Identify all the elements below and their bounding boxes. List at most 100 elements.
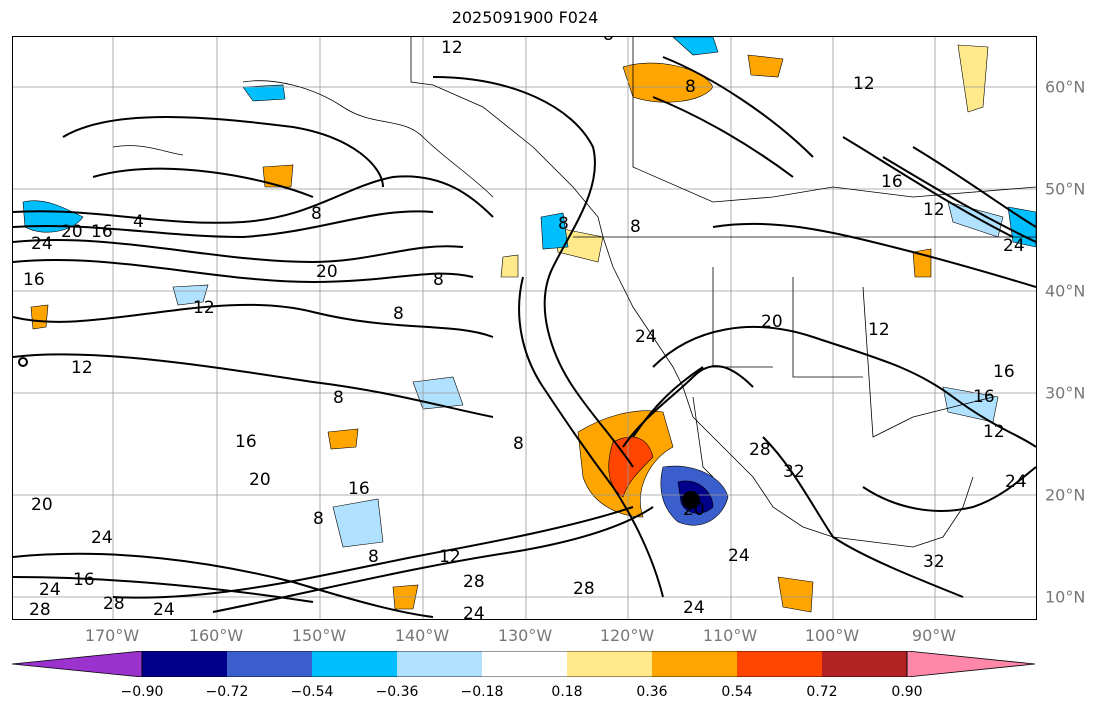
colorbar-segment xyxy=(906,651,1036,677)
colorbar-segment xyxy=(312,651,397,677)
shaded-region-positive xyxy=(327,428,359,450)
contour-label: 28 xyxy=(463,572,485,592)
contour-label: 24 xyxy=(153,600,175,619)
colorbar-segment xyxy=(822,651,907,677)
shaded-region-positive xyxy=(500,254,519,278)
colorbar-tick-label: 0.72 xyxy=(806,684,838,700)
contour-label: 28 xyxy=(573,579,595,599)
graticule xyxy=(13,37,1036,619)
shaded-region-positive xyxy=(747,54,784,78)
contour-label: 28 xyxy=(749,440,771,460)
contour-label: 8 xyxy=(603,37,614,45)
contour-label: 24 xyxy=(1005,472,1027,492)
contour-label: 16 xyxy=(348,479,370,499)
contour-label: 8 xyxy=(368,547,379,567)
contour-label: 8 xyxy=(333,388,344,408)
shaded-region-positive xyxy=(262,164,294,188)
contour-label: 28 xyxy=(29,600,51,619)
lat-label: 60°N xyxy=(1045,77,1086,97)
contour-label: 16 xyxy=(235,432,257,452)
contour-label: 24 xyxy=(39,580,61,600)
contour-label: 24 xyxy=(91,528,113,548)
contour-label: 8 xyxy=(558,214,569,234)
contours xyxy=(13,56,1036,618)
contour-label: 12 xyxy=(441,38,463,58)
lat-label: 20°N xyxy=(1045,485,1086,505)
contour-label: 32 xyxy=(923,552,945,572)
colorbar-tick-label: −0.36 xyxy=(375,684,419,700)
colorbar-segment xyxy=(482,651,567,677)
contour-labels: 12 8 12 8 4 16 20 24 20 16 8 12 8 8 12 8… xyxy=(23,37,1027,619)
contour-label: 12 xyxy=(983,422,1005,442)
colorbar-segment xyxy=(652,651,737,677)
contour-label: 12 xyxy=(868,320,890,340)
colorbar-tick-label: 0.18 xyxy=(551,684,583,700)
lat-label: 40°N xyxy=(1045,281,1086,301)
contour-label: 4 xyxy=(133,212,144,232)
shaded-region-positive xyxy=(957,44,989,113)
storm-center-marker xyxy=(682,491,700,509)
shaded-region-negative xyxy=(947,201,1004,238)
contour-label: 8 xyxy=(513,434,524,454)
contour-label: 8 xyxy=(313,509,324,529)
contour-label: 24 xyxy=(728,546,750,566)
contour-label: 20 xyxy=(316,262,338,282)
contour-label: 12 xyxy=(853,74,875,94)
contour-label: 12 xyxy=(439,547,461,567)
shaded-region-negative xyxy=(242,84,286,102)
contour-label: 24 xyxy=(635,327,657,347)
contour-label: 32 xyxy=(783,462,805,482)
contour-label: 20 xyxy=(61,222,83,242)
contour-label: 16 xyxy=(91,222,113,242)
colorbar-tick-label: −0.18 xyxy=(460,684,504,700)
contour-label: 8 xyxy=(433,270,444,290)
lon-label: 120°W xyxy=(599,626,655,645)
lon-label: 110°W xyxy=(702,626,758,645)
contour-label: 8 xyxy=(685,77,696,97)
shaded-region-negative xyxy=(540,212,569,250)
contour-label: 16 xyxy=(73,570,95,590)
contour-label: 12 xyxy=(193,298,215,318)
shaded-region-positive xyxy=(30,304,49,330)
contour-label: 24 xyxy=(683,598,705,618)
colorbar-segment xyxy=(567,651,652,677)
contour-label: 20 xyxy=(249,470,271,490)
shaded-region-positive xyxy=(608,436,654,498)
contour-label: 16 xyxy=(993,362,1015,382)
lat-label: 30°N xyxy=(1045,383,1086,403)
contour-label: 12 xyxy=(923,200,945,220)
contour-label: 24 xyxy=(1003,236,1025,256)
colorbar-segment xyxy=(142,651,227,677)
lon-label: 140°W xyxy=(394,626,450,645)
contour-label: 20 xyxy=(761,312,783,332)
colorbar-segment xyxy=(737,651,822,677)
lat-label: 50°N xyxy=(1045,179,1086,199)
contour-label: 28 xyxy=(103,594,125,614)
lon-label: 150°W xyxy=(291,626,347,645)
shaded-region-positive xyxy=(777,576,814,613)
shaded-region-positive xyxy=(622,62,714,103)
colorbar-tick-label: 0.54 xyxy=(721,684,753,700)
contour-label: 12 xyxy=(71,358,93,378)
lon-label: 100°W xyxy=(804,626,860,645)
lon-label: 160°W xyxy=(188,626,244,645)
lon-label: 170°W xyxy=(84,626,140,645)
colorbar-tick-label: 0.36 xyxy=(636,684,668,700)
shaded-fields xyxy=(22,37,1036,613)
shaded-region-negative xyxy=(332,498,384,548)
map-panel: 12 8 12 8 4 16 20 24 20 16 8 12 8 8 12 8… xyxy=(12,36,1037,620)
colorbar-segment xyxy=(227,651,312,677)
colorbar-tick-label: −0.90 xyxy=(120,684,164,700)
map-canvas: 12 8 12 8 4 16 20 24 20 16 8 12 8 8 12 8… xyxy=(13,37,1036,619)
contour-label: 20 xyxy=(31,495,53,515)
contour-label: 8 xyxy=(311,204,322,224)
shaded-region-negative xyxy=(172,284,209,306)
shaded-region-negative xyxy=(22,200,84,233)
contour-label: 8 xyxy=(393,304,404,324)
coastlines xyxy=(112,37,1036,548)
map-title: 2025091900 F024 xyxy=(451,8,599,27)
contour-label: 16 xyxy=(973,387,995,407)
contour-label: 20 xyxy=(683,500,705,520)
contour-label: 8 xyxy=(630,217,641,237)
colorbar xyxy=(12,651,1036,677)
